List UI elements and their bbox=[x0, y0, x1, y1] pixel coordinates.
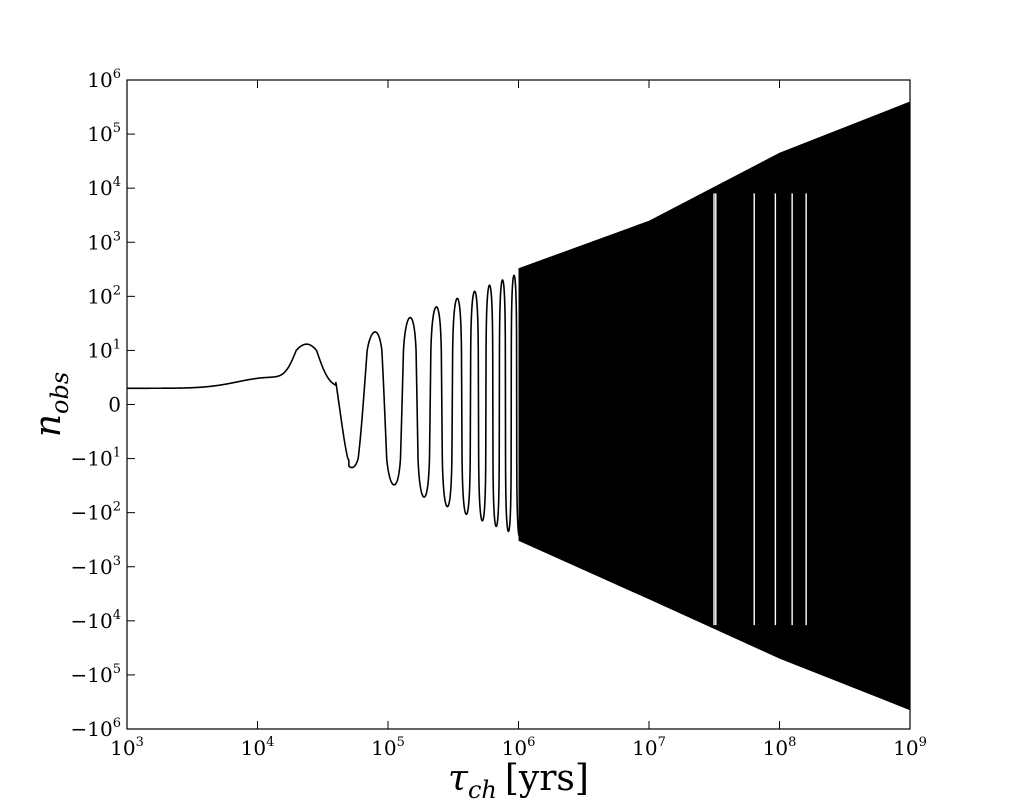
y-tick-base: 10 bbox=[87, 284, 112, 308]
y-tick-exponent: 1 bbox=[113, 337, 121, 352]
y-tick-base: 0 bbox=[108, 393, 121, 417]
x-tick-exponent: 8 bbox=[788, 735, 796, 750]
y-tick-base: −10 bbox=[71, 447, 113, 471]
y-tick-exponent: 2 bbox=[113, 283, 121, 298]
x-tick-base: 10 bbox=[632, 736, 657, 760]
y-tick-exponent: 4 bbox=[113, 608, 121, 623]
y-tick-base: 10 bbox=[87, 122, 112, 146]
y-tick-label: 0 bbox=[108, 393, 121, 417]
y-tick-exponent: 3 bbox=[113, 229, 121, 244]
y-tick-label: 105 bbox=[87, 121, 121, 146]
x-axis-subscript: ch bbox=[468, 776, 497, 804]
y-tick-exponent: 6 bbox=[113, 67, 121, 82]
y-tick-base: −10 bbox=[71, 717, 113, 741]
y-tick-exponent: 5 bbox=[113, 662, 121, 677]
y-axis-symbol: n bbox=[28, 414, 69, 437]
y-tick-base: −10 bbox=[71, 663, 113, 687]
y-tick-label: −104 bbox=[71, 608, 122, 633]
y-tick-base: −10 bbox=[71, 501, 113, 525]
series-line bbox=[127, 270, 530, 540]
x-axis-unit: [yrs] bbox=[505, 758, 589, 799]
y-tick-exponent: 3 bbox=[113, 554, 121, 569]
y-tick-label: −105 bbox=[71, 662, 122, 687]
y-tick-label: 103 bbox=[87, 229, 121, 254]
x-tick-exponent: 3 bbox=[136, 735, 144, 750]
x-tick-exponent: 7 bbox=[658, 735, 666, 750]
x-tick-base: 10 bbox=[241, 736, 266, 760]
x-tick-exponent: 5 bbox=[397, 735, 405, 750]
x-tick-base: 10 bbox=[110, 736, 135, 760]
y-tick-label: 104 bbox=[87, 175, 121, 200]
x-tick-exponent: 4 bbox=[266, 735, 274, 750]
x-tick-exponent: 9 bbox=[919, 735, 927, 750]
y-tick-label: −102 bbox=[71, 500, 122, 525]
axes-frame bbox=[126, 79, 911, 730]
x-tick-base: 10 bbox=[502, 736, 527, 760]
y-tick-base: 10 bbox=[87, 68, 112, 92]
y-tick-label: 106 bbox=[87, 67, 121, 92]
x-tick-label: 107 bbox=[632, 735, 666, 760]
y-tick-base: −10 bbox=[71, 555, 113, 579]
x-tick-exponent: 6 bbox=[527, 735, 535, 750]
x-tick-label: 106 bbox=[502, 735, 536, 760]
x-axis-label: τch [yrs] bbox=[448, 758, 589, 804]
y-axis-subscript: obs bbox=[46, 372, 74, 414]
y-tick-base: 10 bbox=[87, 230, 112, 254]
y-tick-label: −101 bbox=[71, 446, 122, 471]
y-tick-exponent: 1 bbox=[113, 446, 121, 461]
y-tick-label: 101 bbox=[87, 337, 121, 362]
x-tick-label: 108 bbox=[763, 735, 797, 760]
y-tick-label: −103 bbox=[71, 554, 122, 579]
y-tick-base: 10 bbox=[87, 338, 112, 362]
y-tick-base: −10 bbox=[71, 609, 113, 633]
y-tick-base: 10 bbox=[87, 176, 112, 200]
x-tick-base: 10 bbox=[763, 736, 788, 760]
y-tick-exponent: 4 bbox=[113, 175, 121, 190]
y-axis-label: nobs bbox=[28, 372, 74, 437]
x-tick-label: 109 bbox=[893, 735, 927, 760]
y-tick-exponent: 5 bbox=[113, 121, 121, 136]
tick-labels: 103 104 105 106 107 108 1091061051041031021010… bbox=[71, 67, 927, 760]
y-tick-label: 102 bbox=[87, 283, 121, 308]
x-tick-base: 10 bbox=[371, 736, 396, 760]
plot-area bbox=[127, 101, 910, 711]
y-tick-exponent: 6 bbox=[113, 716, 121, 731]
y-tick-exponent: 2 bbox=[113, 500, 121, 515]
x-tick-base: 10 bbox=[893, 736, 918, 760]
x-tick-label: 104 bbox=[241, 735, 275, 760]
x-axis-symbol: τ bbox=[448, 758, 469, 799]
x-tick-label: 103 bbox=[110, 735, 144, 760]
y-tick-label: −106 bbox=[71, 716, 122, 741]
x-tick-label: 105 bbox=[371, 735, 405, 760]
